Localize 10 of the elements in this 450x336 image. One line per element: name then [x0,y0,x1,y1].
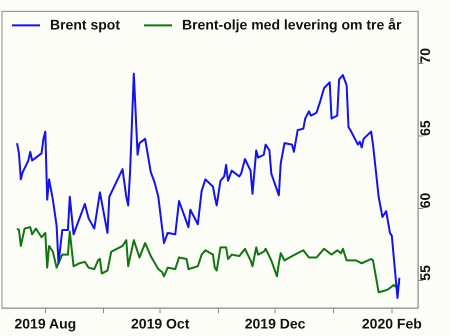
y-tick-label: 60 [417,192,434,208]
legend-label: Brent spot [50,16,120,32]
y-tick-label: 55 [417,264,434,281]
x-tick-label: 2020 Feb [362,315,422,332]
x-tick-label: 2019 Dec [244,315,306,332]
y-tick-label: 70 [417,48,434,64]
legend-label: Brent-olje med levering om tre år [182,16,402,32]
x-tick-label: 2019 Aug [14,315,76,332]
x-tick-label: 2019 Oct [131,315,190,332]
y-tick-label: 65 [417,120,434,136]
